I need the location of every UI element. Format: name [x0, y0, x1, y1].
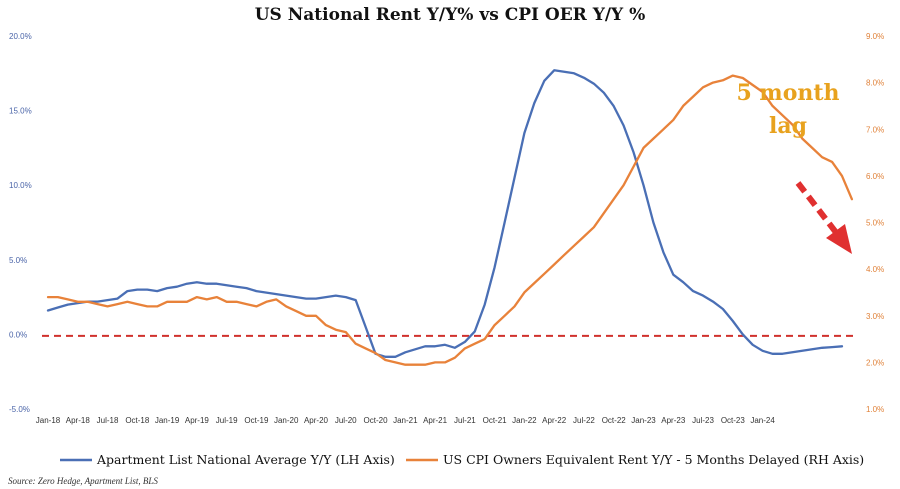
x-tick-label: Jul-20	[335, 416, 357, 425]
left-tick-label: 5.0%	[9, 256, 27, 265]
x-tick-label: Apr-19	[185, 416, 210, 425]
x-tick-label: Jul-21	[454, 416, 476, 425]
right-tick-label: 4.0%	[866, 265, 884, 274]
x-tick-label: Jan-18	[36, 416, 61, 425]
series-line-apartment-list	[46, 69, 844, 358]
x-tick-label: Jul-19	[216, 416, 238, 425]
legend-label-cpi-oer: US CPI Owners Equivalent Rent Y/Y - 5 Mo…	[443, 452, 864, 467]
left-tick-label: 10.0%	[9, 181, 32, 190]
left-tick-label: 15.0%	[9, 107, 32, 116]
x-axis: Jan-18 Apr-18 Jul-18 Oct-18 Jan-19 Apr-19 Jul-…	[36, 416, 776, 425]
left-axis: 20.0% 15.0% 10.0% 5.0% 0.0% -5.0%	[9, 32, 32, 414]
left-tick-label: 20.0%	[9, 32, 32, 41]
right-tick-label: 6.0%	[866, 172, 884, 181]
x-tick-label: Jul-23	[692, 416, 714, 425]
x-tick-label: Oct-21	[483, 416, 508, 425]
annotation-line-2: lag	[769, 113, 807, 139]
right-tick-label: 1.0%	[866, 405, 884, 414]
x-tick-label: Jan-24	[750, 416, 775, 425]
x-tick-label: Oct-22	[602, 416, 627, 425]
right-tick-label: 3.0%	[866, 312, 884, 321]
x-tick-label: Jan-23	[631, 416, 656, 425]
x-tick-label: Apr-21	[423, 416, 448, 425]
x-tick-label: Oct-19	[244, 416, 269, 425]
x-tick-label: Jan-19	[155, 416, 180, 425]
x-tick-label: Apr-23	[661, 416, 686, 425]
x-tick-label: Apr-22	[542, 416, 567, 425]
legend: Apartment List National Average Y/Y (LH …	[60, 452, 864, 467]
right-tick-label: 5.0%	[866, 219, 884, 228]
x-tick-label: Oct-23	[721, 416, 746, 425]
left-tick-label: -5.0%	[9, 405, 30, 414]
right-tick-label: 2.0%	[866, 358, 884, 367]
series-line-cpi-oer	[46, 74, 854, 366]
right-tick-label: 9.0%	[866, 32, 884, 41]
x-tick-label: Apr-18	[66, 416, 91, 425]
x-tick-label: Oct-20	[364, 416, 389, 425]
x-tick-label: Jul-22	[573, 416, 595, 425]
right-tick-label: 8.0%	[866, 79, 884, 88]
right-axis: 9.0% 8.0% 7.0% 6.0% 5.0% 4.0% 3.0% 2.0% 1.0%	[866, 32, 884, 414]
annotation-line-1: 5 month	[736, 80, 839, 106]
x-tick-label: Apr-20	[304, 416, 329, 425]
x-tick-label: Jul-18	[97, 416, 119, 425]
x-tick-label: Jan-22	[512, 416, 537, 425]
source-note: Source: Zero Hedge, Apartment List, BLS	[8, 476, 158, 486]
x-tick-label: Oct-18	[125, 416, 150, 425]
left-tick-label: 0.0%	[9, 330, 27, 339]
legend-label-apartment-list: Apartment List National Average Y/Y (LH …	[96, 452, 395, 467]
x-tick-label: Jan-20	[274, 416, 299, 425]
x-tick-label: Jan-21	[393, 416, 418, 425]
chart-title: US National Rent Y/Y% vs CPI OER Y/Y %	[255, 5, 646, 25]
right-tick-label: 7.0%	[866, 125, 884, 134]
trend-arrow-icon	[795, 181, 852, 254]
